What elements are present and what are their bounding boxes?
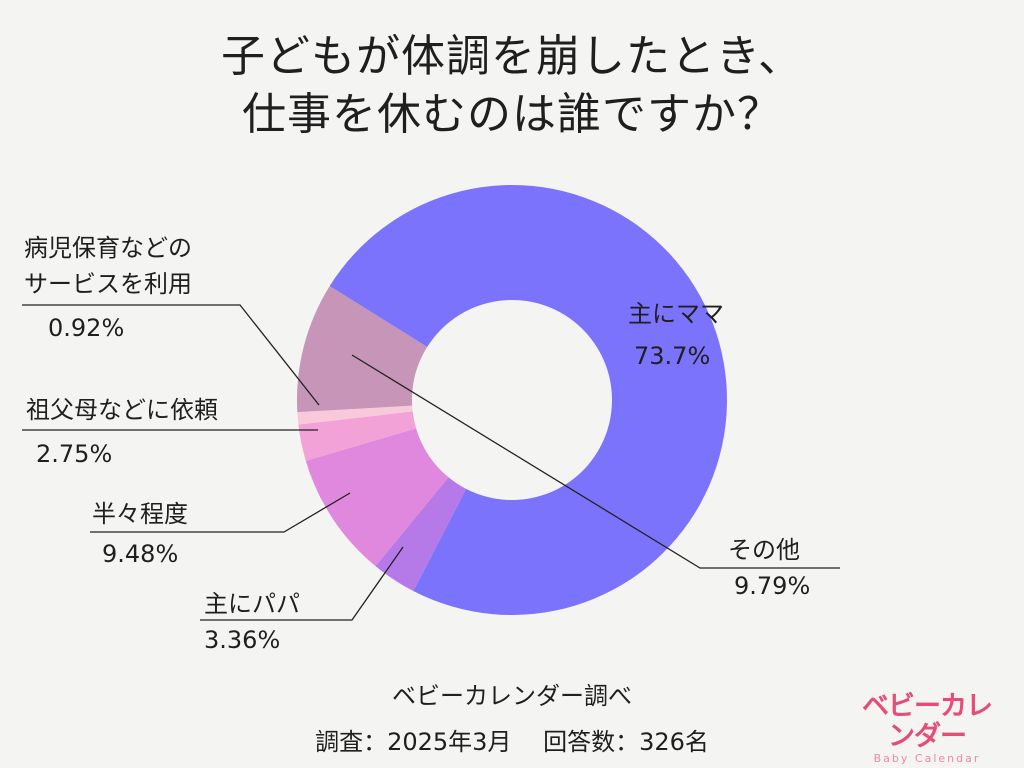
brand-logo: ベビーカレンダー Baby Calendar	[852, 692, 1002, 766]
chart-title-line-2: 仕事を休むのは誰ですか？	[242, 89, 782, 140]
leader-line-other	[351, 354, 840, 569]
label-hanhan: 半々程度	[92, 500, 188, 528]
source-note: ベビーカレンダー調べ	[392, 682, 632, 710]
leader-line-byoji	[22, 304, 320, 406]
slice-mama	[329, 184, 727, 615]
value-label-papa: 3.36%	[204, 626, 280, 654]
slice-papa	[375, 477, 467, 592]
donut-slices	[297, 184, 727, 615]
survey-note: 調査：2025年3月 回答数：326名	[315, 728, 709, 756]
label-other: その他	[728, 536, 800, 564]
slice-labels: 主にママ 73.7% 主にパパ 3.36% 半々程度 9.48% 祖父母などに依頼 2.75%…	[24, 234, 810, 654]
leader-lines	[22, 304, 840, 621]
brand-logo-subtext: Baby Calendar	[873, 752, 981, 765]
label-papa: 主にパパ	[204, 590, 300, 618]
slice-hanhan	[305, 428, 449, 567]
value-label-mama: 73.7%	[634, 342, 710, 370]
value-label-byoji: 0.92%	[48, 314, 124, 342]
leader-line-hanhan	[90, 492, 351, 533]
label-sofubo: 祖父母などに依頼	[26, 396, 218, 424]
leader-line-papa	[200, 546, 404, 621]
value-label-hanhan: 9.48%	[102, 540, 178, 568]
slice-sofubo	[298, 411, 417, 461]
brand-logo-text: ベビーカレンダー	[862, 691, 993, 752]
value-label-other: 9.79%	[734, 572, 810, 600]
slice-byoji	[297, 405, 413, 425]
label-byoji-line-2: サービスを利用	[24, 270, 192, 298]
chart-title: 子どもが体調を崩したとき、 仕事を休むのは誰ですか？	[0, 28, 1024, 144]
value-label-sofubo: 2.75%	[36, 440, 112, 468]
chart-title-line-1: 子どもが体調を崩したとき、	[221, 31, 803, 82]
label-byoji-line-1: 病児保育などの	[24, 234, 192, 262]
label-mama: 主にママ	[628, 300, 724, 328]
